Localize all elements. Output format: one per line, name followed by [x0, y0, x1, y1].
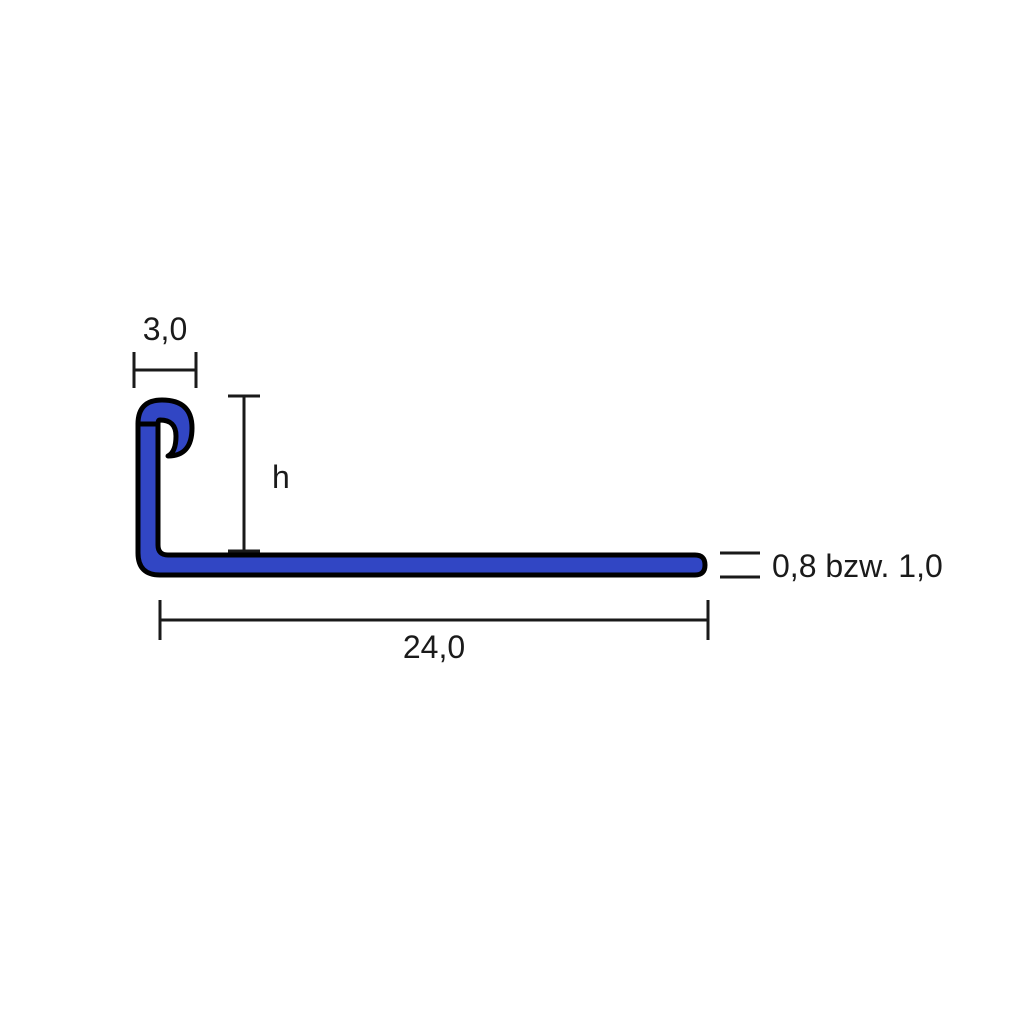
dim-top-width	[134, 352, 196, 388]
dim-thickness	[720, 553, 760, 577]
dim-top-width-label: 3,0	[143, 311, 187, 347]
profile-diagram: 3,0 h 24,0 0,8 bzw. 1,0	[0, 0, 1024, 1024]
dim-height	[228, 396, 260, 551]
dim-height-label: h	[272, 459, 290, 495]
profile-shape	[138, 400, 705, 575]
dim-bottom-width-label: 24,0	[403, 629, 465, 665]
dim-thickness-label: 0,8 bzw. 1,0	[772, 548, 943, 584]
profile-body	[138, 424, 705, 575]
